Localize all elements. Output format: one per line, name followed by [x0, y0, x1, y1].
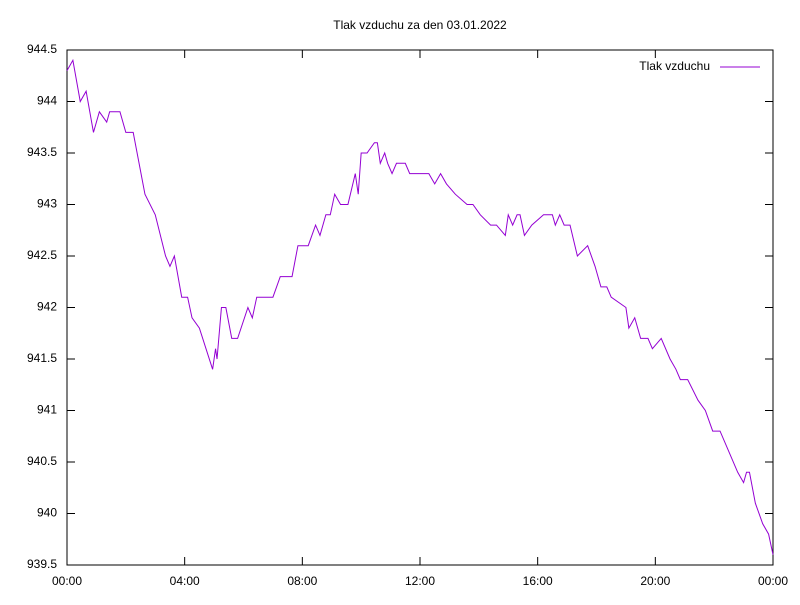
legend-label: Tlak vzduchu: [639, 59, 710, 73]
y-tick-label: 940: [37, 506, 57, 520]
y-tick-label: 942: [37, 300, 57, 314]
plot-frame: [66, 49, 774, 566]
x-tick-label: 00:00: [52, 574, 82, 588]
y-tick-label: 941: [37, 403, 57, 417]
x-tick-label: 00:00: [758, 574, 788, 588]
y-tick-label: 943: [37, 197, 57, 211]
x-tick-label: 04:00: [170, 574, 200, 588]
y-tick-label: 944.5: [27, 42, 57, 56]
y-tick-label: 941.5: [27, 351, 57, 365]
chart-title: Tlak vzduchu za den 03.01.2022: [333, 18, 507, 32]
x-tick-label: 20:00: [640, 574, 670, 588]
x-tick-label: 08:00: [287, 574, 317, 588]
y-tick-label: 940.5: [27, 454, 57, 468]
y-tick-label: 943.5: [27, 145, 57, 159]
y-tick-label: 939.5: [27, 557, 57, 571]
x-tick-label: 16:00: [523, 574, 553, 588]
x-tick-label: 12:00: [405, 574, 435, 588]
data-line: [66, 58, 774, 555]
y-tick-label: 944: [37, 94, 57, 108]
y-tick-label: 942.5: [27, 248, 57, 262]
